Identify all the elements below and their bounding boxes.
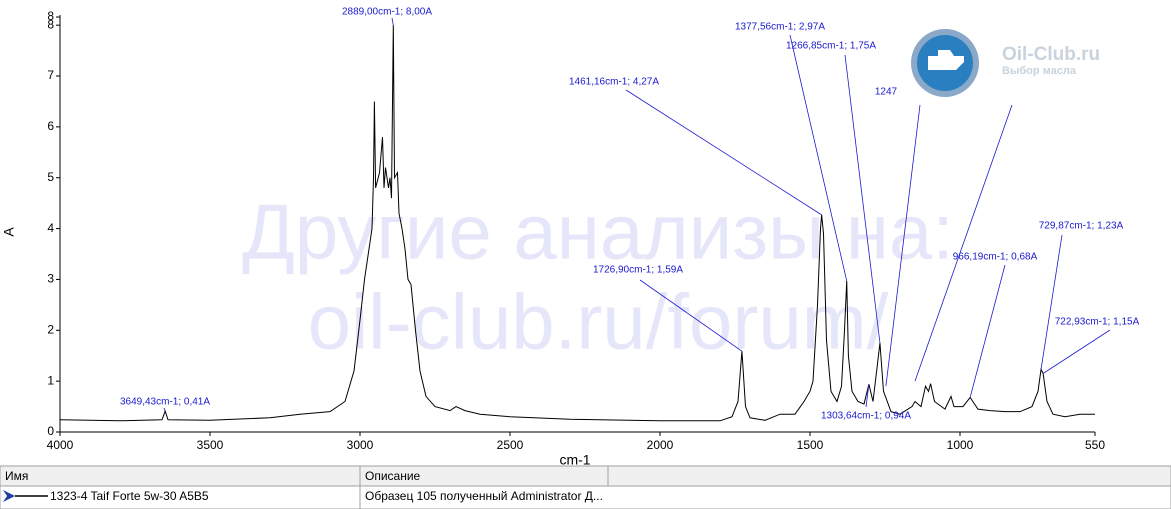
y-tick-label: 1	[47, 373, 54, 387]
annotation-label: 966,19cm-1; 0,68A	[953, 252, 1038, 263]
annotation-label: 729,87cm-1; 1,23A	[1039, 221, 1124, 232]
y-tick-label: 5	[47, 170, 54, 184]
row-description: Образец 105 полученный Administrator Д..…	[365, 489, 603, 503]
x-tick-label: 4000	[47, 438, 74, 452]
watermark: Другие анализы на:	[242, 188, 954, 276]
x-tick-label: 3000	[347, 438, 374, 452]
y-tick-label: 8	[47, 9, 54, 23]
x-tick-label: 550	[1085, 438, 1105, 452]
y-axis-label: A	[1, 227, 17, 237]
x-axis-label: cm-1	[559, 452, 590, 468]
row-pointer	[3, 490, 15, 502]
annotation-label: 1303,64cm-1; 0,94A	[821, 411, 911, 422]
x-tick-label: 2500	[497, 438, 524, 452]
annotation-label: 3649,43cm-1; 0,41A	[120, 397, 210, 408]
column-header[interactable]: Имя	[5, 469, 28, 483]
annotation-leader	[885, 104, 921, 387]
y-tick-label: 7	[47, 68, 54, 82]
annotation-label: 1461,16cm-1; 4,27A	[569, 77, 659, 88]
annotation-leader	[1042, 329, 1111, 374]
logo: Oil-Club.ru Выбор масла	[911, 29, 1100, 97]
annotation-leader	[914, 104, 1013, 382]
spectrum-line	[59, 25, 1095, 422]
table-header	[0, 465, 1171, 487]
annotation-label: 722,93cm-1; 1,15A	[1055, 317, 1140, 328]
table-row[interactable]: 1323-4 Taif Forte 5w-30 A5B5 Образец 105…	[3, 489, 603, 503]
x-tick-label: 2000	[647, 438, 674, 452]
annotation-label: 1247	[875, 87, 898, 98]
y-tick-label: 8	[47, 17, 54, 31]
logo-icon	[928, 50, 964, 70]
annotation-leader	[163, 407, 166, 412]
x-tick-label: 1500	[797, 438, 824, 452]
annotation-leader	[969, 264, 1006, 398]
annotation-leader	[391, 17, 394, 26]
y-tick-label: 2	[47, 322, 54, 336]
annotation-label: 1726,90cm-1; 1,59A	[593, 265, 683, 276]
y-tick-label: 3	[47, 272, 54, 286]
annotation-leader	[789, 34, 848, 282]
x-tick-label: 3500	[197, 438, 224, 452]
annotation-label: 1266,85cm-1; 1,75A	[786, 41, 876, 52]
annotation-leader	[639, 279, 743, 352]
watermark: oil-club.ru/forum/	[308, 278, 889, 366]
y-tick-label: 0	[47, 424, 54, 438]
annotation-leader	[625, 89, 822, 216]
y-tick-label: 4	[47, 221, 54, 235]
annotation-label: 2889,00cm-1; 8,00A	[342, 7, 432, 18]
annotation-leader	[865, 384, 870, 408]
row-name: 1323-4 Taif Forte 5w-30 A5B5	[50, 489, 209, 503]
x-tick-label: 1000	[947, 438, 974, 452]
annotation-leader	[844, 54, 881, 344]
column-header[interactable]: Описание	[365, 469, 421, 483]
logo-subtitle: Выбор масла	[1002, 65, 1077, 77]
annotation-leader	[1040, 234, 1063, 370]
logo-title: Oil-Club.ru	[1002, 44, 1100, 65]
y-tick-label: 6	[47, 119, 54, 133]
annotation-label: 1377,56cm-1; 2,97A	[735, 22, 825, 33]
